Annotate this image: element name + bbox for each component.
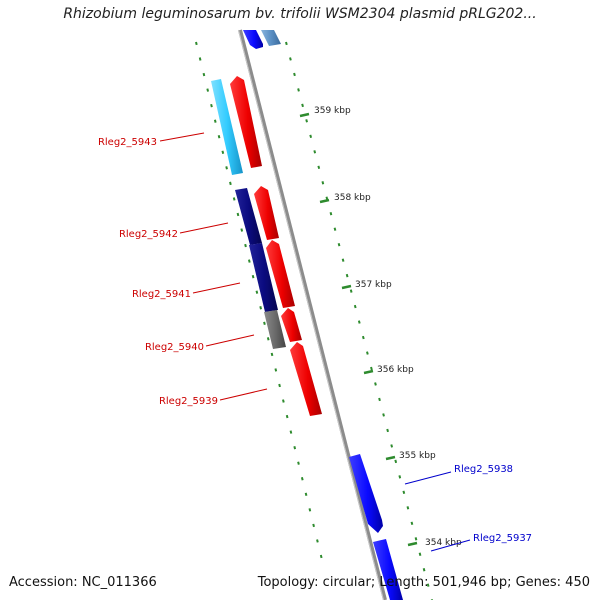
leader-rleg2-5939 [219, 388, 268, 401]
backbone-highlight [238, 29, 384, 600]
leader-rleg2-5940 [205, 334, 255, 347]
leader-rleg2-5937 [430, 539, 471, 552]
leader-rleg2-5938 [404, 471, 452, 485]
gene-arrow-rleg2-5939[interactable] [290, 342, 322, 416]
gene-label-rleg2-5939[interactable]: Rleg2_5939 [159, 396, 218, 407]
ruler-tick-354 [407, 541, 418, 547]
gene-label-rleg2-5942[interactable]: Rleg2_5942 [119, 229, 178, 240]
gene-arrow-rleg2-5942[interactable] [254, 186, 279, 240]
gene-arrow-rleg2-5940[interactable] [281, 308, 302, 342]
tick-track-inner [195, 41, 325, 569]
ruler-label-354: 354 kbp [425, 538, 462, 548]
ruler-label-355: 355 kbp [399, 451, 436, 461]
leader-rleg2-5941 [192, 282, 241, 294]
gene-arrow-rleg2-5938[interactable] [349, 454, 383, 533]
feature-top-steel[interactable] [261, 30, 281, 46]
accession-text: Accession: NC_011366 [9, 575, 157, 590]
genome-summary-text: Topology: circular; Length: 501,946 bp; … [257, 575, 590, 590]
tick-track-outer [285, 41, 433, 600]
gene-arrow-rleg2-5937[interactable] [373, 539, 403, 600]
gene-label-rleg2-5937[interactable]: Rleg2_5937 [473, 533, 532, 544]
ruler-label-356: 356 kbp [377, 365, 414, 375]
cog-bar-navy-1[interactable] [235, 188, 262, 245]
cog-bar-navy-2[interactable] [249, 243, 278, 312]
gene-arrow-rleg2-5941[interactable] [266, 240, 295, 308]
gene-label-rleg2-5941[interactable]: Rleg2_5941 [132, 289, 191, 300]
ruler-tick-355 [385, 455, 396, 461]
ruler-label-357: 357 kbp [355, 280, 392, 290]
ruler-label-358: 358 kbp [334, 193, 371, 203]
cog-bar-cyan[interactable] [211, 79, 243, 175]
gene-label-rleg2-5943[interactable]: Rleg2_5943 [98, 137, 157, 148]
ruler-tick-358 [319, 198, 330, 204]
ruler-tick-359 [299, 112, 310, 118]
map-title: Rhizobium leguminosarum bv. trifolii WSM… [63, 6, 537, 22]
leader-rleg2-5942 [179, 222, 229, 234]
ruler-tick-357 [341, 284, 352, 290]
feature-top-blue[interactable] [243, 30, 263, 49]
gene-arrow-rleg2-5943[interactable] [230, 76, 262, 168]
leader-rleg2-5943 [159, 132, 205, 142]
backbone-line [238, 29, 387, 600]
gene-label-rleg2-5938[interactable]: Rleg2_5938 [454, 464, 513, 475]
ruler-label-359: 359 kbp [314, 106, 351, 116]
ruler-tick-356 [363, 369, 374, 375]
cog-bar-gray[interactable] [264, 310, 286, 349]
gene-label-rleg2-5940[interactable]: Rleg2_5940 [145, 342, 204, 353]
